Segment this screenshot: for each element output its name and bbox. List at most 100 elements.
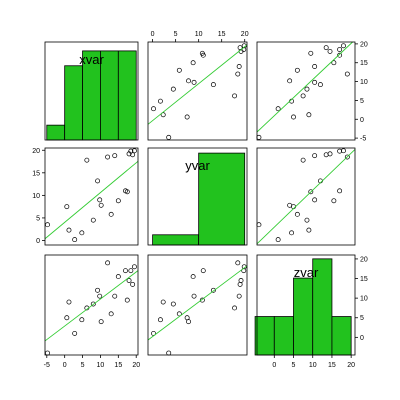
y-axis-tick-label: 10 (360, 79, 368, 86)
panel-xvar-vs-xvar: xvar (44, 41, 139, 141)
scatter-point (105, 260, 111, 266)
scatter-point (236, 293, 242, 299)
scatter-point (235, 71, 241, 77)
scatter-point (312, 64, 318, 69)
scatter-point (151, 106, 156, 112)
y-axis-tick-label: 20 (360, 41, 368, 48)
scatter-point (124, 297, 130, 303)
panel-xvar-vs-yvar: 0 5 10 15 20 (147, 31, 249, 141)
scatter-point (105, 154, 111, 160)
y-axis-tick-label: 0 (360, 335, 364, 342)
panel-xvar-vs-zvar: -5 0 5 10 15 20 (256, 41, 368, 143)
panel-frame (44, 41, 139, 141)
scatter-point (331, 60, 337, 66)
scatter-point (256, 222, 262, 228)
scatter-point (327, 151, 333, 157)
y-axis-tick-label: 10 (360, 296, 368, 303)
scatter-point (300, 93, 306, 99)
regression-line (147, 265, 248, 341)
scatter-point (294, 211, 300, 217)
scatter-point (79, 230, 85, 236)
scatter-point (190, 60, 196, 66)
y-axis-tick-label: 20 (360, 256, 368, 263)
scatter-point (131, 148, 137, 154)
scatter-point (97, 197, 103, 203)
scatter-point (128, 268, 134, 274)
scatter-point (98, 202, 104, 208)
scatter-point (199, 297, 205, 303)
scatter-point (308, 50, 314, 56)
x-axis-tick-label: 5 (81, 362, 85, 369)
y-axis-tick-label: 5 (360, 98, 364, 105)
scatter-point (108, 211, 114, 217)
scatter-point (84, 157, 90, 163)
scatter-point (191, 79, 197, 85)
histogram-bar (331, 316, 352, 356)
scatter-point (191, 293, 197, 299)
variable-label: zvar (294, 265, 319, 280)
scatter-point (186, 319, 191, 325)
panel-yvar-vs-zvar (256, 147, 356, 246)
panel-yvar-vs-xvar: 0 5 10 15 20 (32, 147, 139, 246)
scatter-point (176, 67, 182, 73)
scatter-point (184, 114, 190, 120)
y-axis-tick-label: 15 (360, 276, 368, 283)
histogram-bar (46, 124, 66, 141)
scatter-point (275, 237, 281, 243)
scatter-point (123, 188, 128, 194)
panel-frame (147, 147, 248, 246)
histogram-bar (273, 316, 294, 356)
scatter-point (170, 301, 176, 307)
scatter-point (98, 319, 104, 325)
scatter-point (72, 330, 78, 336)
scatter-point (190, 274, 196, 280)
scatter-point (235, 260, 241, 266)
panel-zvar-vs-xvar: -5 0 5 10 15 20 (44, 254, 140, 369)
scatter-point (232, 305, 238, 311)
scatter-point (291, 114, 296, 120)
histogram-bar (152, 234, 200, 246)
x-axis-tick-label: 10 (97, 362, 105, 369)
scatter-point (64, 204, 70, 210)
scatter-point (304, 217, 310, 223)
scatter-point (287, 78, 293, 84)
scatter-point (337, 47, 343, 52)
scatter-point (112, 153, 118, 159)
regression-line (256, 41, 353, 133)
scatter-point (341, 148, 346, 154)
scatter-point (95, 287, 101, 293)
scatter-point (294, 67, 300, 73)
x-axis-tick-label: 15 (114, 362, 122, 369)
histogram-bar (254, 316, 275, 356)
scatter-point (344, 154, 350, 160)
scatter-point (331, 198, 337, 204)
x-axis-tick-label: 20 (132, 362, 140, 369)
scatter-point (337, 52, 343, 58)
scatter-point (45, 350, 50, 356)
y-axis-tick-label: 5 (360, 315, 364, 322)
scatter-point (90, 217, 96, 223)
scatter-point (300, 157, 306, 163)
panel-zvar-vs-zvar: zvar 0 5 10 15 20 0 5 10 15 20 (254, 254, 368, 369)
y-axis-tick-label: 15 (32, 170, 40, 177)
panel-zvar-vs-yvar (147, 254, 248, 356)
scatter-point (115, 198, 121, 204)
scatter-point (312, 79, 318, 85)
scatter-point (341, 43, 346, 49)
scatter-point (236, 64, 242, 69)
scatter-point (108, 311, 114, 317)
scatter-point (237, 281, 243, 287)
scatter-point (337, 188, 343, 194)
x-axis-tick-label: 20 (241, 31, 249, 38)
scatter-point (275, 106, 281, 112)
scatter-point (317, 82, 323, 88)
panel-frame (256, 41, 356, 141)
scatter-point (306, 112, 312, 118)
scatter-point (160, 299, 166, 305)
scatter-point (131, 264, 137, 270)
scatter-point (327, 48, 333, 54)
scatter-point (289, 230, 295, 236)
scatter-point (306, 227, 312, 233)
x-axis-tick-label: 5 (174, 31, 178, 38)
